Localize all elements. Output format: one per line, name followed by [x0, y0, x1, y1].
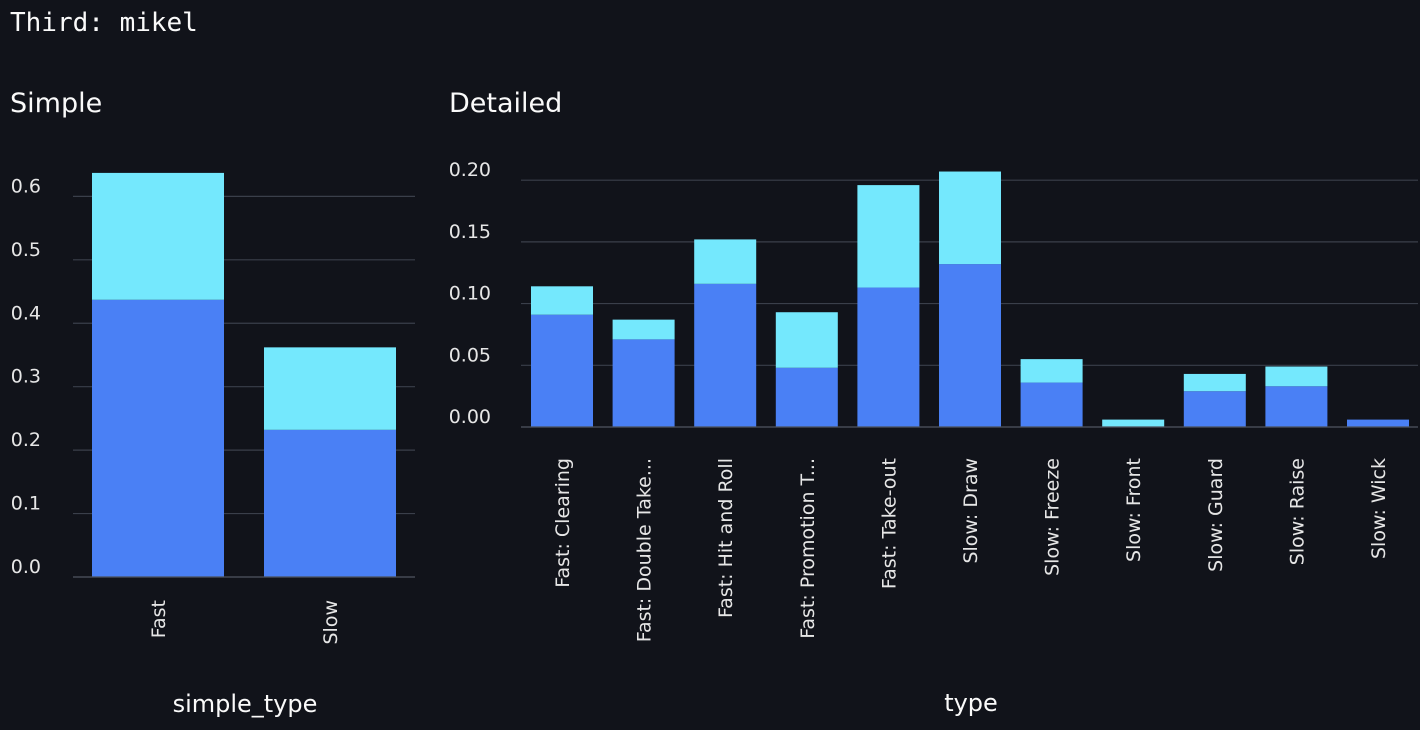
detailed-bar-upper: [1020, 359, 1083, 383]
detailed-y-tick-label: 0.20: [449, 159, 491, 181]
detailed-y-tick-label: 0.10: [449, 283, 491, 305]
detailed-bar-upper: [531, 286, 593, 315]
simple-y-tick-label: 0.0: [11, 556, 41, 578]
detailed-bar-lower: [857, 287, 920, 427]
detailed-x-tick-label: Slow: Wick: [1368, 458, 1390, 559]
detailed-x-axis-title: type: [944, 689, 998, 717]
detailed-x-tick-label: Slow: Raise: [1286, 458, 1308, 565]
simple-x-tick-label: Slow: [320, 600, 342, 645]
detailed-x-tick-label: Fast: Clearing: [552, 458, 574, 588]
detailed-y-tick-label: 0.15: [449, 221, 491, 243]
simple-y-tick-label: 0.5: [11, 239, 41, 261]
simple-x-axis-title: simple_type: [173, 690, 318, 718]
detailed-x-tick-label: Slow: Draw: [960, 458, 982, 564]
detailed-x-tick-label: Slow: Front: [1123, 458, 1145, 562]
detailed-x-tick-label: Slow: Guard: [1205, 458, 1227, 572]
simple-y-tick-label: 0.3: [11, 366, 41, 388]
simple-bar-upper: [92, 172, 224, 300]
detailed-bar-upper: [612, 319, 675, 340]
detailed-bar-lower: [1183, 391, 1246, 427]
detailed-x-tick-label: Fast: Take-out: [878, 458, 900, 589]
simple-bar-lower: [264, 429, 396, 577]
simple-y-tick-label: 0.4: [11, 302, 41, 324]
detailed-bar-upper: [1183, 373, 1246, 392]
detailed-bar-lower: [939, 264, 1001, 427]
chart-title-detailed: Detailed: [449, 88, 563, 119]
detailed-bar-lower: [1020, 382, 1083, 427]
simple-bar-upper: [264, 347, 396, 430]
detailed-bar-lower: [612, 339, 675, 427]
simple-bar-lower: [92, 299, 224, 577]
detailed-y-tick-label: 0.00: [449, 406, 491, 428]
detailed-bar-upper: [1265, 366, 1328, 387]
detailed-y-tick-label: 0.05: [449, 344, 491, 366]
detailed-x-tick-label: Fast: Double Take...: [634, 458, 656, 642]
simple-y-tick-label: 0.1: [11, 493, 41, 515]
detailed-bar-upper: [1102, 419, 1165, 427]
detailed-bar-upper: [857, 185, 920, 288]
simple-y-tick-label: 0.2: [11, 429, 41, 451]
detailed-bar-lower: [775, 367, 838, 427]
detailed-bar-upper: [694, 239, 757, 284]
simple-x-tick-label: Fast: [148, 600, 170, 638]
detailed-bar-lower: [1265, 386, 1328, 427]
detailed-bar-lower: [1347, 419, 1409, 427]
simple-y-tick-label: 0.6: [11, 175, 41, 197]
detailed-x-tick-label: Slow: Freeze: [1042, 458, 1064, 576]
detailed-x-tick-label: Fast: Hit and Roll: [715, 458, 737, 618]
detailed-bar-lower: [694, 283, 757, 427]
detailed-bar-upper: [939, 171, 1001, 265]
page-heading: Third: mikel: [10, 8, 198, 38]
detailed-bar-lower: [531, 314, 593, 427]
chart-title-simple: Simple: [10, 88, 103, 119]
detailed-bar-upper: [775, 312, 838, 368]
detailed-x-tick-label: Fast: Promotion T...: [797, 458, 819, 639]
